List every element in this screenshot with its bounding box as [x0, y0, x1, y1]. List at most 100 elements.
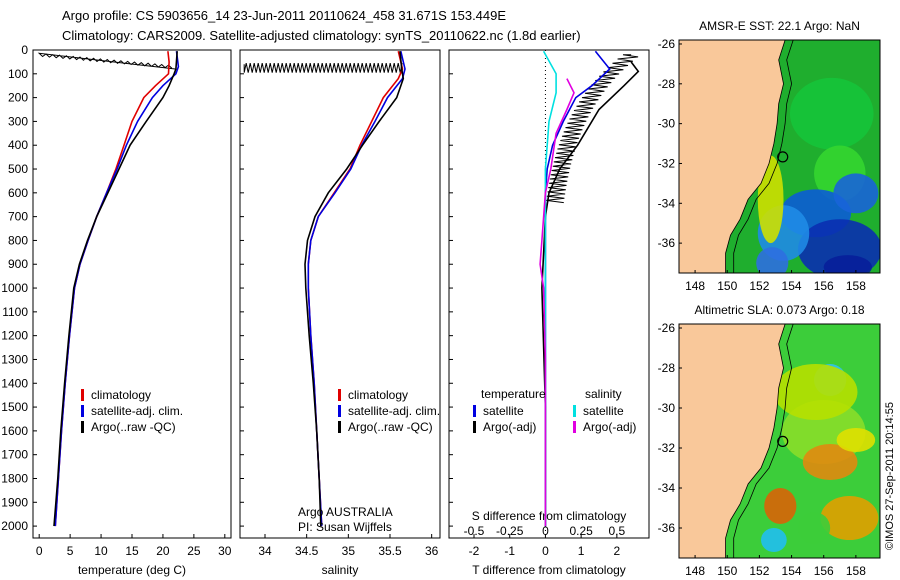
sla_map-field-blob — [773, 364, 858, 420]
difference-xtick-label: 1 — [578, 544, 585, 558]
difference-legend-temperature-header: temperature — [481, 387, 546, 401]
sla_map-ytick-label: -32 — [658, 441, 676, 455]
depth-tick-label: 1700 — [1, 448, 28, 462]
depth-tick-label: 100 — [8, 67, 28, 81]
difference-s-tick-label: -0.5 — [464, 524, 485, 538]
difference-legend-entry: Argo(-adj) — [583, 420, 636, 434]
depth-tick-label: 300 — [8, 114, 28, 128]
salinity-xtick-label: 34.5 — [295, 544, 319, 558]
sst_map-field-blob — [757, 155, 784, 244]
sla_map-field-blob — [761, 528, 787, 552]
difference-legend-swatch — [473, 421, 476, 433]
depth-tick-label: 1200 — [1, 329, 28, 343]
sst_map-plot: 148 150 152 154 156 158 -26 -28 -30 -32 -34 -36 AMSR… — [658, 19, 881, 293]
salinity-legend-swatch — [338, 405, 341, 417]
salinity-xtick-label: 35 — [342, 544, 356, 558]
depth-tick-label: 400 — [8, 138, 28, 152]
sst_map-ytick-label: -36 — [658, 236, 676, 250]
sst_map-xtick-label: 158 — [846, 279, 866, 293]
sla_map-ytick-label: -28 — [658, 361, 676, 375]
temperature-frame — [32, 49, 232, 539]
sla_map-ytick-label: -26 — [658, 321, 676, 335]
temperature-xlabel: temperature (deg C) — [78, 563, 186, 577]
sla_map-xtick-label: 156 — [814, 564, 834, 578]
temperature-xtick-label: 20 — [156, 544, 170, 558]
imos-watermark: ©IMOS 27-Sep-2011 20:14:55 — [884, 402, 896, 550]
difference-s-tick-label: 0.5 — [609, 524, 626, 538]
difference-legend-swatch — [473, 405, 476, 417]
difference-legend-entry: satellite — [583, 404, 624, 418]
temperature-legend-entry: climatology — [91, 388, 151, 402]
temperature-xtick-label: 5 — [67, 544, 74, 558]
temperature-series-2-line — [53, 51, 178, 527]
difference-xtick-label: 0 — [542, 544, 549, 558]
depth-tick-label: 0 — [21, 43, 28, 57]
depth-tick-label: 1300 — [1, 352, 28, 366]
temperature-legend-entry: Argo(..raw -QC) — [91, 420, 176, 434]
depth-tick-label: 800 — [8, 233, 28, 247]
sla_map-xtick-label: 154 — [782, 564, 802, 578]
sst_map-xtick-label: 156 — [814, 279, 834, 293]
sst_map-title: AMSR-E SST: 22.1 Argo: NaN — [699, 19, 860, 33]
difference-xlabel: T difference from climatology — [472, 563, 626, 577]
difference-legend-swatch — [573, 405, 576, 417]
salinity-legend-swatch — [338, 389, 341, 401]
argo-program-label: Argo AUSTRALIA — [298, 505, 393, 519]
difference-xtick-label: -1 — [504, 544, 515, 558]
temperature-argo-raw-noise — [37, 52, 176, 70]
sst_map-float-marker — [777, 151, 789, 163]
sla_map-field-blob — [820, 496, 879, 540]
sla_map-plot: 148 150 152 154 156 158 -26 -28 -30 -32 -34 -36 Alti… — [658, 303, 881, 578]
salinity-xtick-label: 36 — [425, 544, 439, 558]
salinity-legend-entry: satellite-adj. clim. — [348, 404, 440, 418]
temperature-legend-swatch — [81, 389, 84, 401]
salinity-frame — [239, 49, 441, 539]
difference-legend-entry: satellite — [483, 404, 524, 418]
difference-legend-salinity-header: salinity — [585, 387, 622, 401]
difference-legend-swatch — [573, 421, 576, 433]
sst_map-field-blob — [789, 77, 874, 150]
figure-title-line-1: Argo profile: CS 5903656_14 23-Jun-2011 … — [62, 8, 507, 23]
sst_map-land — [679, 40, 786, 273]
temperature-xtick-label: 0 — [36, 544, 43, 558]
sla_map-field — [679, 324, 880, 558]
difference-s-tick-label: -0.25 — [496, 524, 524, 538]
figure-title-line-2: Climatology: CARS2009. Satellite-adjuste… — [62, 28, 581, 43]
difference-s-tick-label: 0.25 — [569, 524, 593, 538]
sla_map-field-blob — [802, 444, 858, 480]
salinity-legend-entry: Argo(..raw -QC) — [348, 420, 433, 434]
sst_map-ytick-label: -34 — [658, 196, 676, 210]
sst_map-ytick-label: -30 — [658, 117, 676, 131]
depth-tick-label: 1600 — [1, 424, 28, 438]
difference-xtick-label: -2 — [469, 544, 480, 558]
sst_map-field-blob — [833, 173, 879, 214]
depth-tick-label: 700 — [8, 210, 28, 224]
depth-tick-label: 2000 — [1, 519, 28, 533]
depth-tick-label: 1400 — [1, 376, 28, 390]
salinity-xlabel: salinity — [322, 563, 359, 577]
sla_map-field-blob — [764, 488, 797, 524]
temperature-legend-entry: satellite-adj. clim. — [91, 404, 183, 418]
temperature-legend-swatch — [81, 405, 84, 417]
sla_map-float-marker — [777, 435, 789, 447]
salinity-xtick-label: 35.5 — [378, 544, 402, 558]
sst_map-field-blob — [756, 247, 789, 273]
depth-tick-label: 600 — [8, 186, 28, 200]
salinity-series-2-line — [304, 51, 405, 527]
temperature-legend-swatch — [81, 421, 84, 433]
salinity-argo-raw-noise — [243, 62, 403, 73]
sst_map-field — [679, 40, 880, 273]
sst_map-xtick-label: 152 — [749, 279, 769, 293]
sla_map-land — [679, 324, 786, 558]
depth-tick-label: 900 — [8, 257, 28, 271]
difference-s-tick-label: 0 — [542, 524, 549, 538]
temperature-xtick-label: 25 — [187, 544, 201, 558]
depth-tick-label: 500 — [8, 162, 28, 176]
sst_map-frame — [678, 39, 881, 274]
depth-tick-label: 1100 — [2, 305, 28, 319]
sst_map-xtick-label: 150 — [717, 279, 737, 293]
sst_map-ytick-label: -26 — [658, 37, 676, 51]
sst_map-ytick-label: -32 — [658, 156, 676, 170]
difference-legend-entry: Argo(-adj) — [483, 420, 536, 434]
